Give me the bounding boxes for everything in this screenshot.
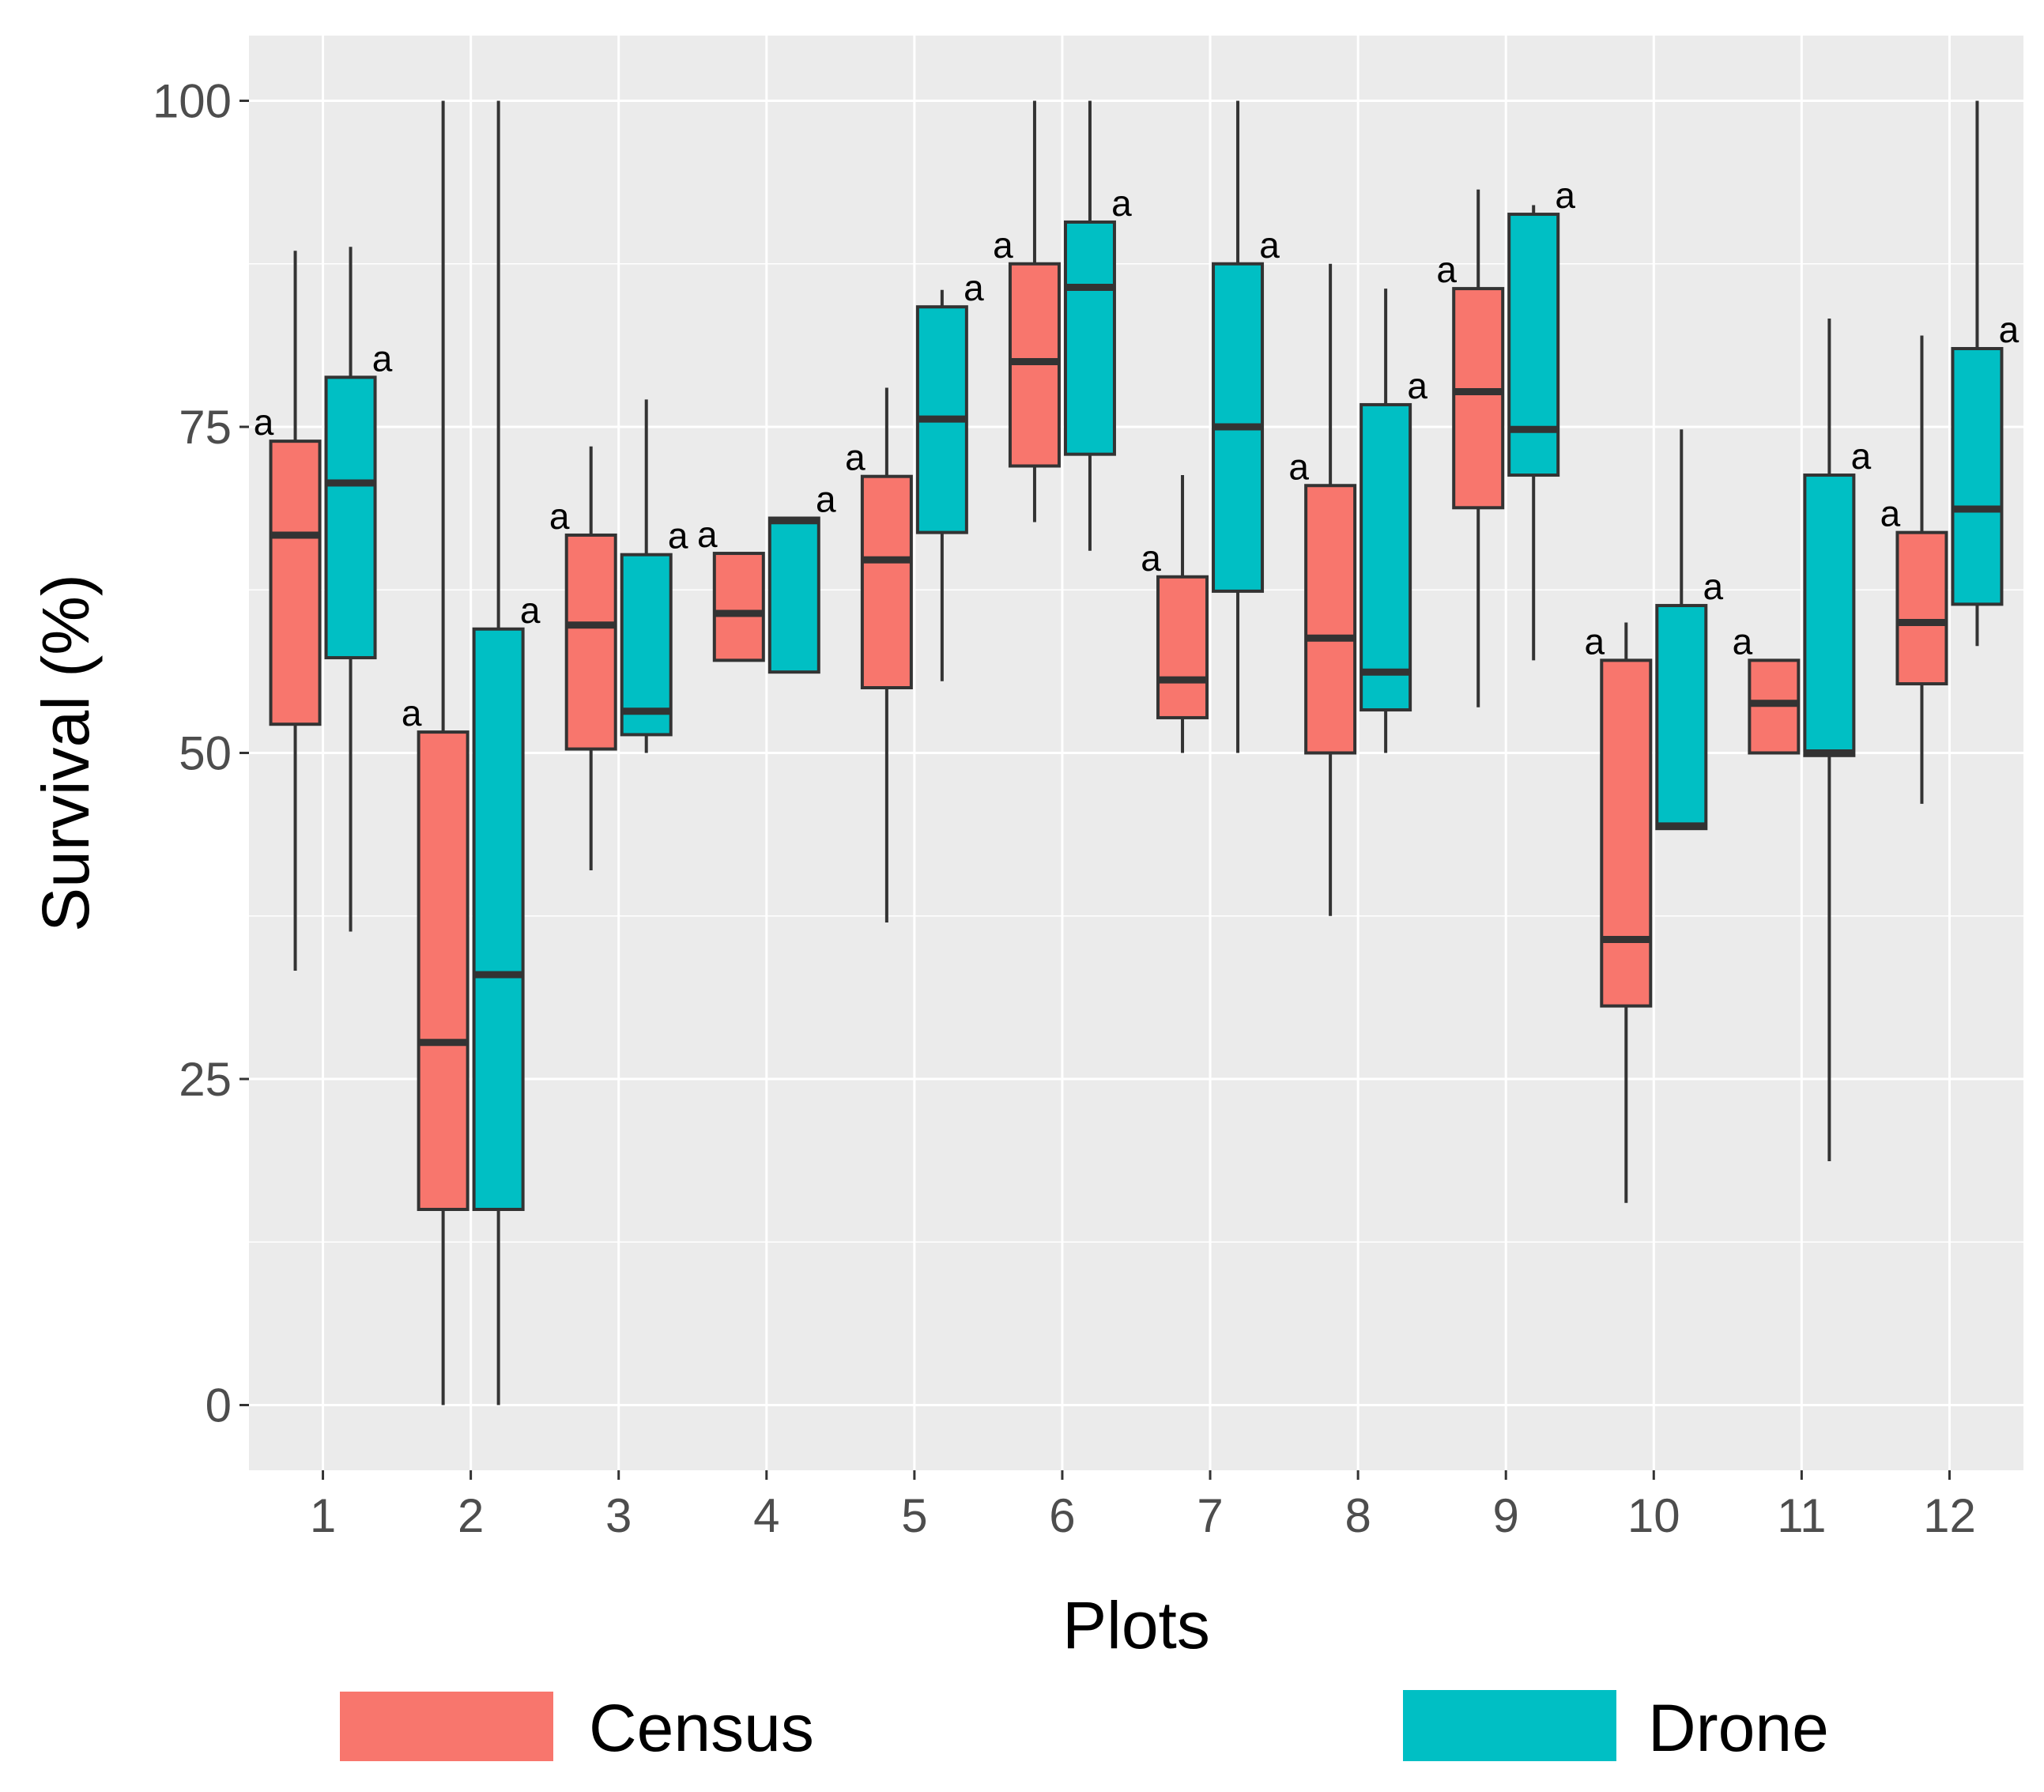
box-iqr	[472, 627, 525, 1211]
legend: Census Drone	[340, 1690, 1829, 1765]
census-significance-label: a	[1288, 446, 1309, 487]
drone-box-plot-11	[1803, 319, 1856, 1161]
box-iqr	[1360, 402, 1412, 712]
census-box-plot-3	[564, 446, 617, 870]
drone-significance-label: a	[372, 338, 393, 379]
census-box-plot-9	[1452, 189, 1505, 707]
drone-box-plot-9	[1507, 205, 1560, 661]
x-tick-label: 3	[605, 1489, 632, 1542]
x-tick-label: 7	[1197, 1489, 1223, 1542]
y-tick-label: 75	[179, 401, 232, 454]
legend-census-swatch	[340, 1692, 553, 1761]
box-iqr	[1156, 575, 1209, 719]
census-significance-label: a	[845, 437, 865, 478]
x-axis-ticks: 1 2 3 4 5 6 7 8 9 10 11 12	[310, 1470, 1976, 1542]
census-box-plot-12	[1895, 335, 1948, 804]
box-iqr	[417, 730, 470, 1211]
census-significance-label: a	[1880, 493, 1901, 534]
census-box-plot-7	[1156, 475, 1209, 753]
census-box-plot-4	[712, 552, 765, 662]
x-tick-label: 10	[1627, 1489, 1680, 1542]
x-tick-label: 8	[1344, 1489, 1371, 1542]
y-tick-label: 0	[206, 1379, 232, 1432]
y-tick-label: 100	[153, 75, 232, 128]
drone-significance-label: a	[520, 590, 541, 631]
drone-box-plot-12	[1951, 100, 2004, 647]
box-iqr	[1063, 220, 1116, 456]
drone-significance-label: a	[1999, 309, 2019, 350]
x-tick-label: 11	[1777, 1489, 1826, 1542]
census-significance-label: a	[549, 496, 570, 537]
census-significance-label: a	[697, 514, 718, 555]
census-box-plot-10	[1600, 622, 1653, 1203]
drone-significance-label: a	[1851, 436, 1872, 477]
drone-box-plot-4	[767, 516, 820, 674]
boxplot-marks	[269, 100, 2004, 1405]
census-significance-label: a	[1584, 621, 1605, 662]
x-tick-label: 9	[1493, 1489, 1519, 1542]
drone-box-plot-2	[472, 100, 525, 1405]
box-iqr	[324, 375, 377, 660]
drone-significance-label: a	[1703, 566, 1723, 607]
box-iqr	[712, 552, 765, 662]
x-tick-label: 6	[1049, 1489, 1075, 1542]
drone-box-plot-10	[1655, 429, 1708, 831]
census-box-plot-5	[860, 387, 913, 922]
drone-significance-label: a	[1555, 175, 1575, 216]
major-gridlines	[249, 36, 2023, 1470]
x-tick-label: 5	[901, 1489, 927, 1542]
census-significance-label: a	[402, 692, 422, 734]
drone-significance-label: a	[816, 479, 836, 520]
y-axis-ticks: 0 25 50 75 100	[153, 75, 249, 1432]
census-significance-label: a	[254, 402, 274, 443]
x-tick-label: 2	[458, 1489, 484, 1542]
box-iqr	[564, 533, 617, 751]
census-box-plot-11	[1748, 658, 1801, 755]
drone-box-plot-3	[620, 399, 673, 753]
box-iqr	[767, 516, 820, 674]
drone-box-plot-1	[324, 247, 377, 932]
box-iqr	[269, 440, 322, 726]
drone-significance-label: a	[1259, 224, 1280, 266]
census-box-plot-2	[417, 100, 470, 1405]
drone-box-plot-6	[1063, 100, 1116, 551]
box-iqr	[1655, 604, 1708, 831]
census-significance-label: a	[1436, 249, 1457, 290]
box-iqr	[620, 553, 673, 737]
drone-significance-label: a	[1111, 183, 1132, 224]
minor-gridlines	[249, 263, 2023, 1243]
box-iqr	[1600, 658, 1653, 1008]
y-axis-title: Survival (%)	[28, 574, 103, 932]
box-iqr	[1951, 347, 2004, 606]
x-tick-label: 4	[753, 1489, 779, 1542]
census-significance-label: a	[1733, 621, 1753, 662]
drone-significance-label: a	[1407, 365, 1427, 406]
x-tick-label: 12	[1923, 1489, 1976, 1542]
box-iqr	[1507, 213, 1560, 477]
drone-box-plot-8	[1360, 289, 1412, 753]
box-iqr	[1895, 530, 1948, 686]
census-box-plot-6	[1008, 100, 1061, 523]
census-box-plot-8	[1304, 263, 1357, 916]
census-box-plot-1	[269, 251, 322, 971]
legend-drone-swatch	[1403, 1690, 1616, 1761]
x-tick-label: 1	[310, 1489, 336, 1542]
census-significance-label: a	[1141, 538, 1161, 579]
y-tick-label: 25	[179, 1053, 232, 1106]
legend-drone-label: Drone	[1648, 1691, 1829, 1765]
drone-significance-label: a	[668, 515, 688, 556]
y-tick-label: 50	[179, 727, 232, 780]
drone-significance-label: a	[964, 267, 984, 308]
drone-box-plot-7	[1212, 100, 1265, 753]
census-significance-label: a	[993, 224, 1013, 266]
box-iqr	[860, 474, 913, 689]
box-iqr	[1304, 484, 1357, 755]
box-iqr	[1452, 287, 1505, 510]
x-axis-title: Plots	[1062, 1588, 1210, 1662]
drone-box-plot-5	[915, 289, 968, 681]
box-iqr	[1803, 473, 1856, 757]
legend-census-label: Census	[589, 1691, 814, 1765]
